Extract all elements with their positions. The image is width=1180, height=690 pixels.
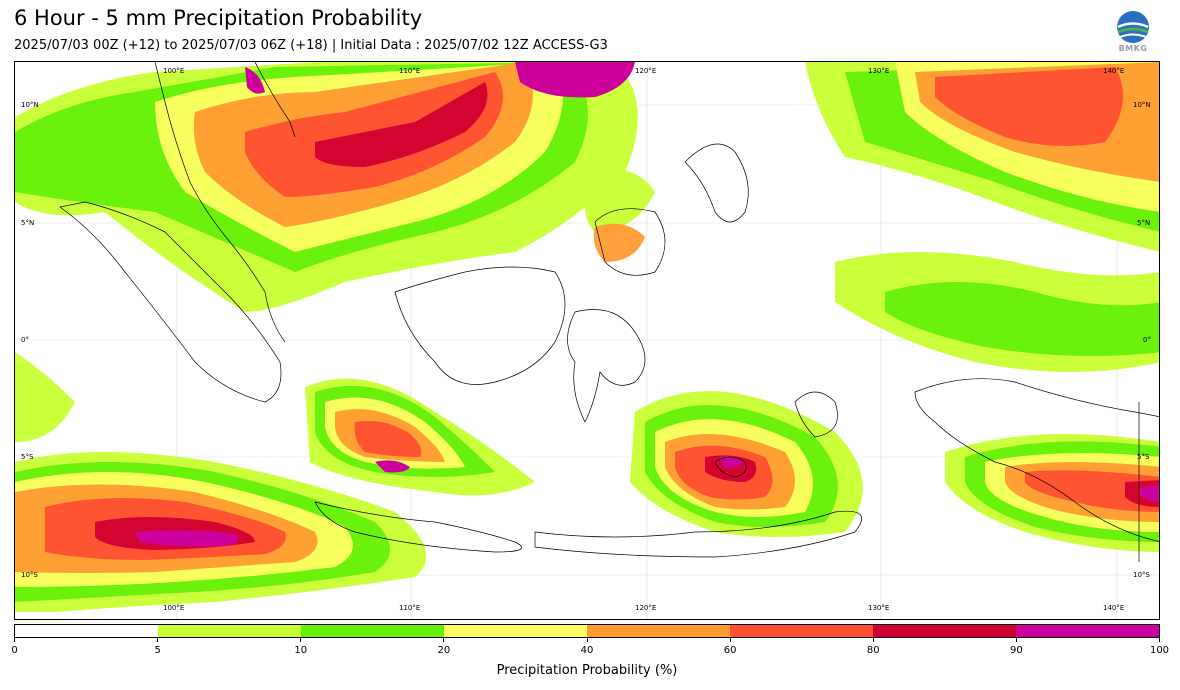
lat-label-left-10n: 10°N xyxy=(21,101,39,109)
map-subtitle: 2025/07/03 00Z (+12) to 2025/07/03 06Z (… xyxy=(14,38,608,53)
lat-label-right-5n: 5°N xyxy=(1137,219,1151,227)
colorbar-title: Precipitation Probability (%) xyxy=(496,663,678,678)
lat-label-left-10s: 10°S xyxy=(21,571,38,579)
colorbar-tick xyxy=(300,638,302,642)
colorbar xyxy=(14,624,1160,638)
colorbar-tick xyxy=(1015,638,1017,642)
lon-label-bottom-120: 120°E xyxy=(635,604,657,612)
lon-label-bottom-140: 140°E xyxy=(1103,604,1125,612)
lon-label-bottom-100: 100°E xyxy=(163,604,185,612)
map-title: 6 Hour - 5 mm Precipitation Probability xyxy=(14,6,423,30)
lat-label-left-5n: 5°N xyxy=(21,219,35,227)
colorbar-tick xyxy=(872,638,874,642)
lat-label-left-5s: 5°S xyxy=(21,453,34,461)
bmkg-logo-icon xyxy=(1117,11,1149,43)
colorbar-segment xyxy=(301,625,444,637)
colorbar-tick-label: 10 xyxy=(294,645,308,656)
lon-label-top-100: 100°E xyxy=(163,67,185,75)
colorbar-tick-label: 5 xyxy=(154,645,161,656)
colorbar-tick-label: 20 xyxy=(437,645,451,656)
colorbar-segment xyxy=(444,625,587,637)
colorbar-segment xyxy=(873,625,1016,637)
lat-label-left-0: 0° xyxy=(21,336,29,344)
colorbar-tick xyxy=(586,638,588,642)
colorbar-tick xyxy=(14,638,15,642)
lat-label-right-0: 0° xyxy=(1143,336,1151,344)
colorbar-tick xyxy=(1159,638,1160,642)
lat-label-right-10s: 10°S xyxy=(1133,571,1150,579)
colorbar-segment xyxy=(15,625,158,637)
colorbar-tick xyxy=(443,638,445,642)
lon-label-bottom-130: 130°E xyxy=(868,604,890,612)
colorbar-segment xyxy=(1016,625,1159,637)
lat-label-right-10n: 10°N xyxy=(1133,101,1151,109)
lon-label-top-140: 140°E xyxy=(1103,67,1125,75)
lon-label-top-110: 110°E xyxy=(399,67,421,75)
colorbar-tick-label: 80 xyxy=(866,645,880,656)
colorbar-tick-label: 100 xyxy=(1149,645,1170,656)
lat-label-right-5s: 5°S xyxy=(1137,453,1150,461)
lon-label-top-120: 120°E xyxy=(635,67,657,75)
colorbar-tick xyxy=(729,638,731,642)
lon-label-top-130: 130°E xyxy=(868,67,890,75)
colorbar-tick-label: 40 xyxy=(580,645,594,656)
lon-label-bottom-110: 110°E xyxy=(399,604,421,612)
precipitation-map: 100°E 110°E 120°E 130°E 140°E 100°E 110°… xyxy=(14,61,1160,620)
colorbar-segment xyxy=(730,625,873,637)
colorbar-segment xyxy=(158,625,301,637)
logo-text: BMKG xyxy=(1118,44,1148,53)
colorbar-segment xyxy=(587,625,730,637)
colorbar-tick xyxy=(157,638,159,642)
colorbar-tick-label: 90 xyxy=(1010,645,1023,656)
colorbar-tick-label: 0 xyxy=(11,645,18,656)
colorbar-tick-label: 60 xyxy=(723,645,737,656)
precipitation-field xyxy=(15,62,1159,619)
